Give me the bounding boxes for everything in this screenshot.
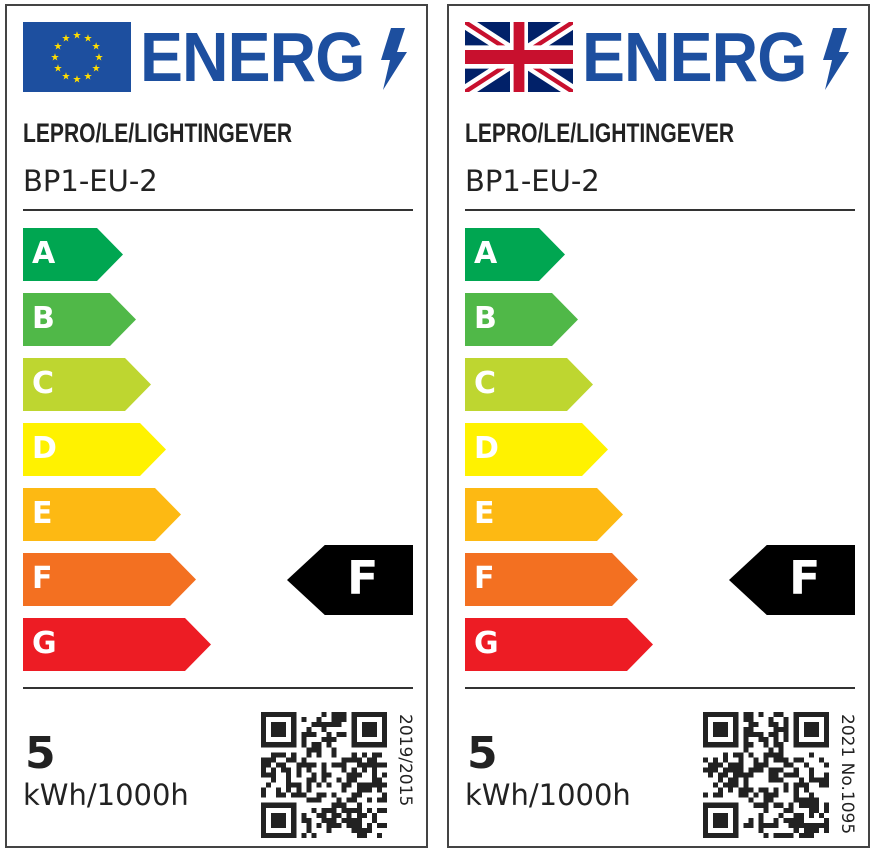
class-letter: G [474, 626, 499, 661]
energy-class-f: F [465, 553, 638, 606]
svg-text:★: ★ [73, 75, 82, 86]
lightning-icon [381, 28, 407, 90]
divider [23, 209, 413, 211]
class-letter: D [32, 431, 57, 466]
consumption-value: 5 [467, 728, 498, 779]
class-letter: C [32, 366, 55, 401]
energy-class-a: A [465, 228, 565, 281]
uk-flag [465, 22, 573, 92]
energy-class-e: E [465, 488, 623, 541]
supplier-name: LEPRO/LE/LIGHTINGEVER [465, 118, 735, 148]
svg-text:★: ★ [73, 31, 82, 42]
energy-title: ENERG [582, 18, 807, 96]
rating-letter: F [347, 551, 379, 605]
rating-indicator: F [287, 545, 413, 615]
eu-energy-label: ★ ★ ★ ★ ★ ★ ★ ★ ★ ★ ★ ★ ENERG LEPRO/LE/LIGHTINGEVER BP… [5, 4, 428, 848]
uk-energy-label: ENERG LEPRO/LE/LIGHTINGEVER BP1-EU-2 A B C D E F… [447, 4, 870, 848]
consumption-value: 5 [25, 728, 56, 779]
energy-class-d: D [465, 423, 608, 476]
supplier-name: LEPRO/LE/LIGHTINGEVER [23, 118, 293, 148]
lightning-icon [823, 28, 849, 90]
energy-class-f: F [23, 553, 196, 606]
consumption-unit: kWh/1000h [465, 778, 631, 812]
svg-text:★: ★ [92, 64, 101, 75]
svg-text:★: ★ [51, 53, 60, 64]
energy-title: ENERG [140, 18, 365, 96]
class-letter: F [474, 561, 495, 596]
svg-text:★: ★ [62, 33, 71, 44]
class-letter: D [474, 431, 499, 466]
divider [465, 209, 855, 211]
energy-class-a: A [23, 228, 123, 281]
rating-indicator: F [729, 545, 855, 615]
class-letter: E [32, 496, 53, 531]
energy-class-c: C [23, 358, 151, 411]
energy-class-g: G [465, 618, 653, 671]
qr-code [261, 712, 387, 838]
class-letter: A [474, 236, 498, 271]
class-letter: F [32, 561, 53, 596]
energy-class-g: G [23, 618, 211, 671]
svg-text:★: ★ [53, 64, 62, 75]
svg-text:★: ★ [84, 72, 93, 83]
svg-text:★: ★ [92, 42, 101, 53]
class-letter: C [474, 366, 497, 401]
rating-letter: F [789, 551, 821, 605]
svg-text:★: ★ [53, 42, 62, 53]
energy-class-e: E [23, 488, 181, 541]
eu-flag: ★★★★★★★★★ ★ ★★ [23, 22, 131, 92]
divider [465, 687, 855, 689]
model-identifier: BP1-EU-2 [465, 164, 600, 198]
svg-text:★: ★ [62, 72, 71, 83]
energy-class-c: C [465, 358, 593, 411]
svg-text:★: ★ [95, 53, 104, 64]
class-letter: G [32, 626, 57, 661]
consumption-unit: kWh/1000h [23, 778, 189, 812]
energy-class-b: B [465, 293, 578, 346]
model-identifier: BP1-EU-2 [23, 164, 158, 198]
class-letter: E [474, 496, 495, 531]
qr-code [703, 712, 829, 838]
energy-class-d: D [23, 423, 166, 476]
svg-text:★: ★ [84, 33, 93, 44]
energy-class-b: B [23, 293, 136, 346]
regulation-number: 2019/2015 [395, 714, 415, 807]
regulation-number: 2021 No.1095 [837, 714, 857, 835]
divider [23, 687, 413, 689]
class-letter: B [474, 301, 497, 336]
class-letter: B [32, 301, 55, 336]
class-letter: A [32, 236, 56, 271]
